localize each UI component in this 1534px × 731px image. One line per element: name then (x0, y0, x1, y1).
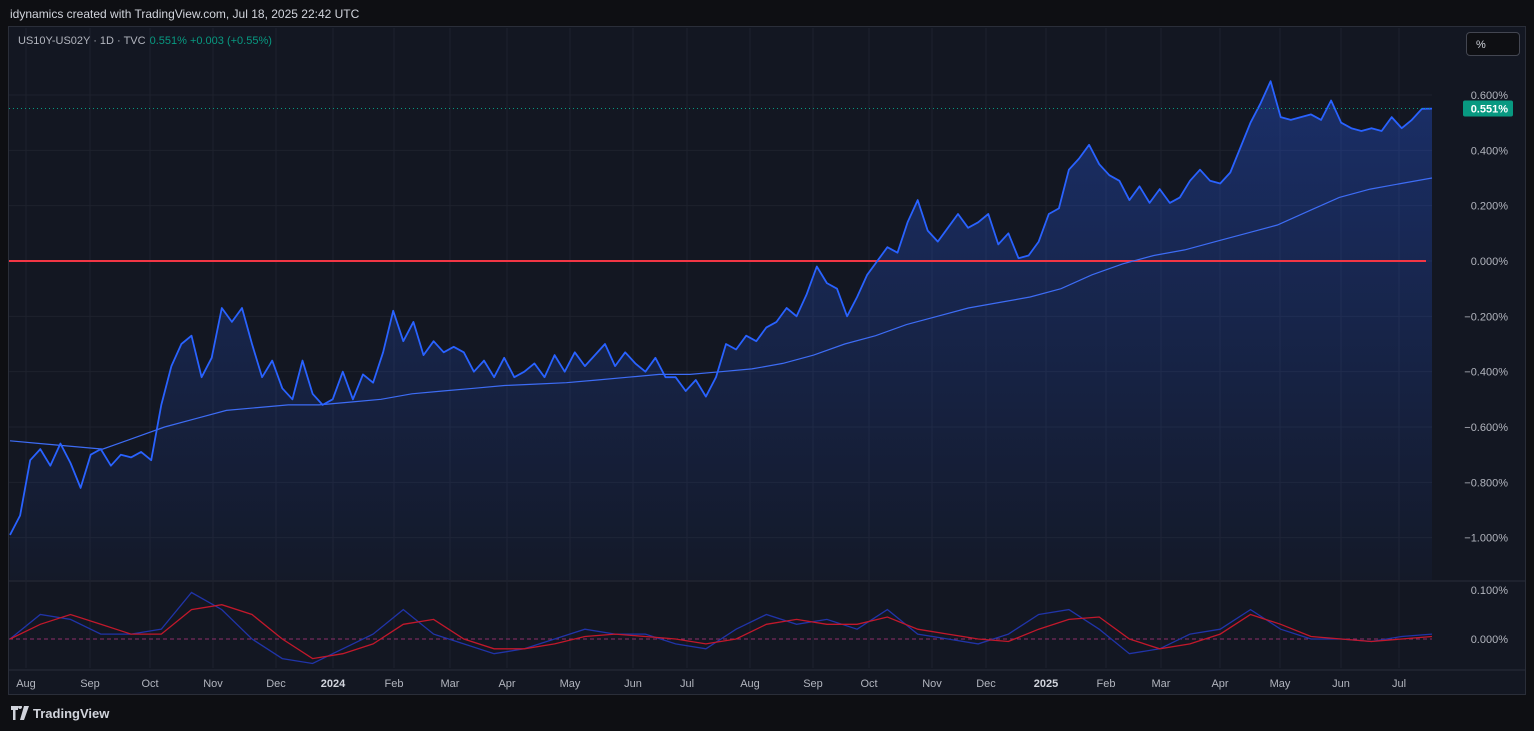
symbol-name: US10Y-US02Y · 1D · TVC (18, 35, 146, 47)
footer-bar (0, 697, 1534, 731)
symbol-legend[interactable]: US10Y-US02Y · 1D · TVC 0.551% +0.003 (+0.… (18, 35, 272, 47)
y-tick-label-1: 0.400% (1471, 145, 1509, 157)
x-tick-label-15: Nov (922, 678, 942, 690)
x-tick-label-17: 2025 (1034, 678, 1058, 690)
x-tick-label-0: Aug (16, 678, 36, 690)
x-tick-label-2: Oct (141, 678, 158, 690)
x-tick-label-16: Dec (976, 678, 996, 690)
x-tick-label-12: Aug (740, 678, 760, 690)
attribution-text: idynamics created with TradingView.com, … (10, 7, 360, 21)
y-tick-label-8: −1.000% (1464, 533, 1508, 545)
last-value-badge (1463, 100, 1513, 117)
x-tick-label-11: Jul (680, 678, 694, 690)
osc-y-tick-label-0: 0.100% (1471, 585, 1509, 597)
x-tick-label-4: Dec (266, 678, 286, 690)
oscillator-pane (9, 582, 1432, 668)
osc-y-tick-label-1: 0.000% (1471, 634, 1509, 646)
oscillator-blue-line (9, 591, 1433, 665)
y-tick-label-0: 0.600% (1471, 90, 1509, 102)
x-tick-label-5: 2024 (321, 678, 346, 690)
price-line (9, 80, 1433, 536)
moving-average-line (9, 177, 1433, 450)
y-tick-label-4: −0.200% (1464, 311, 1508, 323)
x-tick-label-9: May (560, 678, 581, 690)
symbol-value: 0.551% +0.003 (+0.55%) (149, 35, 272, 47)
oscillator-red-line (9, 604, 1433, 660)
tradingview-brand: TradingView (33, 706, 110, 721)
x-tick-label-18: Feb (1097, 678, 1116, 690)
x-tick-label-7: Mar (441, 678, 460, 690)
y-tick-label-7: −0.800% (1464, 477, 1508, 489)
x-tick-label-23: Jul (1392, 678, 1406, 690)
last-value-label: 0.551% (1471, 104, 1509, 116)
x-tick-label-14: Oct (860, 678, 877, 690)
x-tick-label-6: Feb (385, 678, 404, 690)
x-tick-label-13: Sep (803, 678, 823, 690)
x-tick-label-21: May (1270, 678, 1291, 690)
y-tick-label-3: 0.000% (1471, 256, 1509, 268)
y-tick-label-2: 0.200% (1471, 201, 1509, 213)
x-tick-label-19: Mar (1152, 678, 1171, 690)
x-tick-label-10: Jun (624, 678, 642, 690)
y-tick-label-5: −0.400% (1464, 367, 1508, 379)
attribution-bar: idynamics created with TradingView.com, … (0, 0, 1534, 26)
x-tick-label-1: Sep (80, 678, 100, 690)
y-tick-label-6: −0.600% (1464, 422, 1508, 434)
tradingview-logo-icon (11, 706, 29, 720)
x-tick-label-20: Apr (1211, 678, 1228, 690)
price-area-fill (10, 81, 1432, 580)
x-tick-label-8: Apr (498, 678, 515, 690)
x-tick-label-22: Jun (1332, 678, 1350, 690)
x-tick-label-3: Nov (203, 678, 223, 690)
percent-scale-button[interactable]: % (1466, 32, 1520, 56)
